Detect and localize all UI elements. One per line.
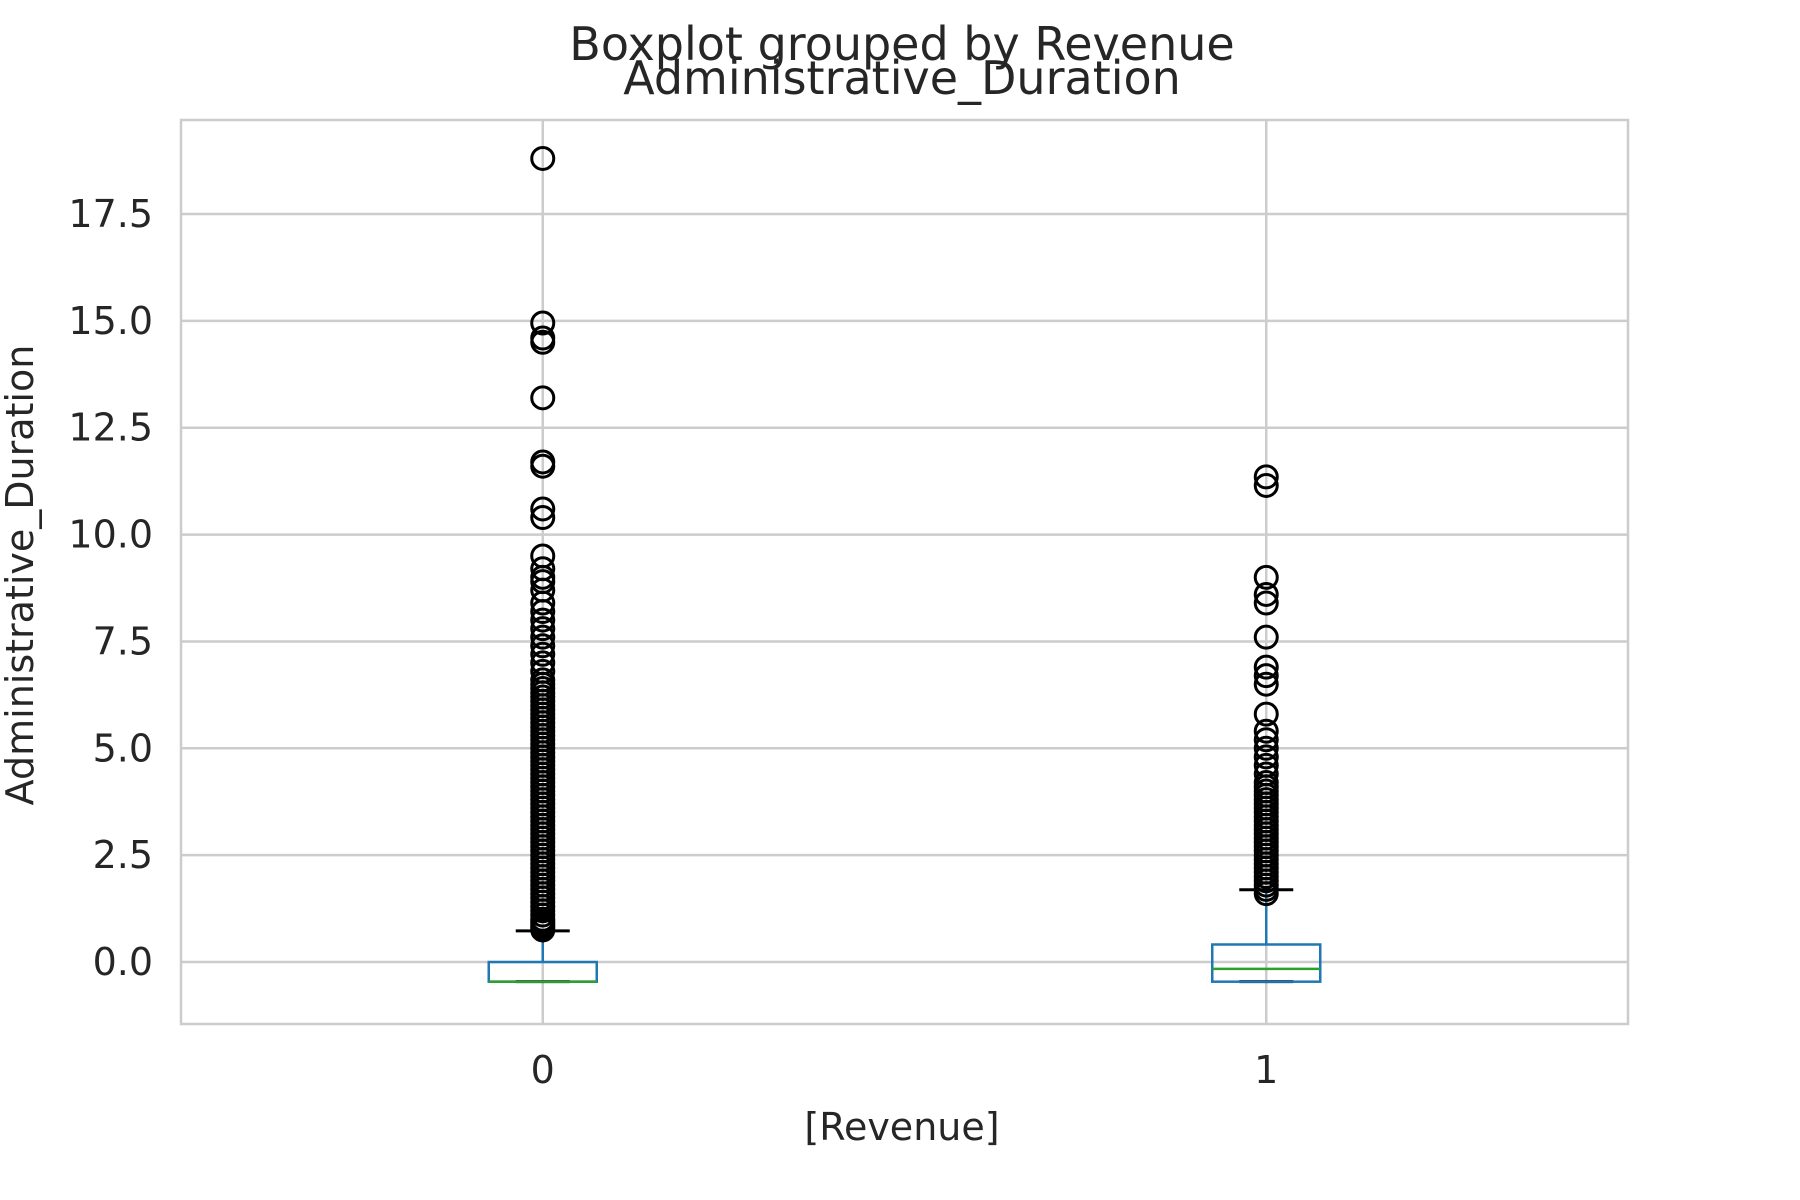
outlier-point (1253, 752, 1279, 778)
y-tick-label: 0.0 (93, 940, 153, 984)
outlier-point (530, 310, 556, 336)
outlier-point (1253, 770, 1279, 796)
outlier-point (530, 325, 556, 351)
ticks-layer: 0.0 2.5 5.0 7.5 10.0 12.5 15.0 17.5 0 1 (68, 192, 1278, 1092)
outlier-point (530, 607, 556, 633)
outlier-point (530, 496, 556, 522)
outlier-point (1253, 624, 1279, 650)
y-tick-label: 7.5 (93, 619, 153, 663)
outlier-point (1253, 761, 1279, 787)
y-tick-label: 12.5 (68, 406, 153, 450)
outlier-point (530, 449, 556, 475)
outlier-point (530, 641, 556, 667)
outlier-point (530, 624, 556, 650)
y-tick-label: 15.0 (68, 299, 153, 343)
y-tick-label: 5.0 (93, 726, 153, 770)
outlier-point (530, 616, 556, 642)
outlier-point (1253, 472, 1279, 498)
y-tick-label: 2.5 (93, 833, 153, 877)
outlier-point (530, 385, 556, 411)
y-tick-label: 10.0 (68, 513, 153, 557)
outlier-point (530, 543, 556, 569)
outlier-point (1253, 654, 1279, 680)
marks-layer (487, 145, 1322, 984)
outlier-point (1253, 464, 1279, 490)
plot-frame (179, 118, 1630, 1026)
outlier-point (1253, 701, 1279, 727)
outlier-point (1253, 663, 1279, 689)
y-axis-label: Administrative_Duration (0, 345, 42, 806)
outlier-point (530, 145, 556, 171)
x-axis-label: [Revenue] (804, 1105, 999, 1149)
outlier-point (1253, 564, 1279, 590)
outlier-point (1253, 718, 1279, 744)
chart-title: Administrative_Duration (623, 51, 1181, 105)
box-group-1 (1211, 464, 1322, 984)
outlier-point (530, 667, 556, 693)
box-iqr (1211, 943, 1322, 983)
outlier-point (1253, 727, 1279, 753)
y-tick-label: 17.5 (68, 192, 153, 236)
outlier-point (1253, 590, 1279, 616)
x-tick-label: 1 (1254, 1048, 1278, 1092)
outlier-point (1253, 744, 1279, 770)
outlier-point (1253, 671, 1279, 697)
outlier-point (530, 658, 556, 684)
chart-suptitle: Boxplot grouped by Revenue (569, 17, 1234, 71)
outlier-point (530, 505, 556, 531)
box-group-0 (487, 145, 598, 984)
outlier-point (530, 650, 556, 676)
outlier-point (530, 556, 556, 582)
outlier-point (530, 633, 556, 659)
outlier-point (1253, 735, 1279, 761)
x-tick-label: 0 (531, 1048, 555, 1092)
outlier-point (1253, 581, 1279, 607)
